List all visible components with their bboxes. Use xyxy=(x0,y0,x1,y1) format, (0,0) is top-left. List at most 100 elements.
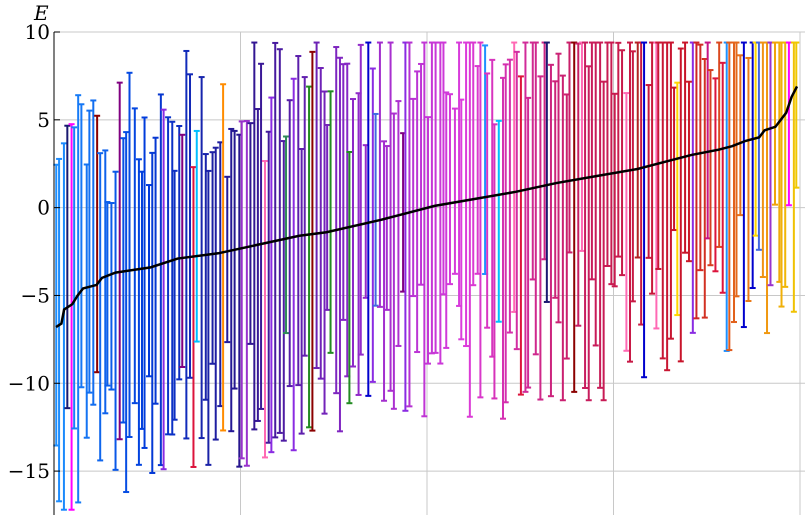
error-bar xyxy=(190,166,197,468)
error-bar xyxy=(582,41,589,390)
error-bar xyxy=(629,50,636,303)
error-bar xyxy=(525,96,532,389)
error-bar xyxy=(659,41,666,360)
error-bar xyxy=(205,169,212,466)
error-bar xyxy=(547,63,554,398)
error-bar xyxy=(451,107,458,275)
error-bar xyxy=(149,151,156,474)
error-bar xyxy=(522,41,529,393)
error-bar xyxy=(169,120,176,436)
center-line xyxy=(55,85,799,329)
error-bar xyxy=(506,58,513,334)
error-bar xyxy=(123,131,130,494)
error-bar xyxy=(491,123,498,400)
error-bar xyxy=(418,62,425,286)
error-bar xyxy=(623,92,630,352)
error-bar xyxy=(301,76,308,357)
error-bar xyxy=(108,202,115,391)
y-tick-label: 10 xyxy=(25,20,50,44)
error-bar xyxy=(764,41,771,335)
error-bar xyxy=(309,50,316,432)
error-bar xyxy=(56,157,63,503)
error-bar xyxy=(112,170,119,471)
error-bar xyxy=(231,129,238,390)
error-bar xyxy=(78,103,85,389)
error-bar xyxy=(176,124,183,381)
error-bar xyxy=(716,41,723,248)
error-bar xyxy=(552,80,559,299)
error-bar xyxy=(187,73,194,379)
error-bar xyxy=(443,91,450,349)
error-bar xyxy=(94,114,101,374)
error-bar xyxy=(697,43,704,272)
error-bar xyxy=(220,83,227,432)
error-bar xyxy=(619,49,626,277)
error-bar xyxy=(102,149,109,415)
error-bar xyxy=(365,41,372,397)
error-bar xyxy=(262,160,269,459)
error-bar xyxy=(324,123,331,311)
error-bar xyxy=(597,41,604,389)
error-bar xyxy=(641,41,648,379)
error-bar xyxy=(97,152,104,462)
error-bar xyxy=(286,99,293,388)
error-bar xyxy=(224,175,231,344)
error-bar xyxy=(71,126,78,430)
error-bar xyxy=(571,41,578,393)
error-bar xyxy=(60,142,67,511)
error-bar xyxy=(268,96,275,454)
error-bar xyxy=(428,41,435,355)
error-bar xyxy=(395,100,402,347)
error-bar xyxy=(793,41,800,189)
error-bar xyxy=(243,119,250,467)
error-bar xyxy=(502,63,509,404)
error-bar xyxy=(600,80,607,402)
error-bar xyxy=(578,41,585,252)
error-bar xyxy=(615,41,622,258)
y-tick-label: 0 xyxy=(37,196,50,220)
y-axis-label: E xyxy=(33,1,49,25)
error-bar xyxy=(298,147,305,435)
error-bar xyxy=(446,93,453,286)
error-bar xyxy=(559,74,566,402)
error-bar xyxy=(376,41,383,308)
error-bar xyxy=(251,41,258,431)
error-bar xyxy=(193,129,200,343)
error-bar xyxy=(634,41,641,259)
error-bar xyxy=(689,41,696,334)
error-bar xyxy=(313,41,320,370)
error-bar xyxy=(555,52,562,324)
error-bar xyxy=(90,99,97,406)
error-bar xyxy=(682,41,689,254)
error-bar xyxy=(421,41,428,418)
error-bar xyxy=(707,69,714,267)
error-bar xyxy=(406,41,413,408)
error-bar xyxy=(290,77,297,452)
error-bar xyxy=(228,127,235,433)
error-bar xyxy=(513,50,520,351)
error-bar xyxy=(135,158,142,466)
error-bar xyxy=(152,136,159,405)
y-tick-label: −10 xyxy=(8,371,50,395)
error-bar xyxy=(160,108,167,471)
error-bar xyxy=(755,41,762,251)
error-bar xyxy=(383,145,390,311)
error-bar xyxy=(782,41,789,288)
error-bar xyxy=(333,46,340,395)
error-bar xyxy=(390,112,397,410)
error-bar xyxy=(346,151,353,405)
error-bar xyxy=(306,85,313,429)
error-bar xyxy=(238,120,245,460)
error-bar xyxy=(495,119,502,323)
error-bar xyxy=(198,76,205,440)
error-bar xyxy=(685,80,692,263)
error-bar xyxy=(410,97,417,298)
error-bar xyxy=(664,41,671,372)
error-bar xyxy=(86,109,93,394)
error-bar xyxy=(575,42,582,327)
error-bar xyxy=(677,47,684,363)
error-bar xyxy=(349,98,356,368)
error-bar xyxy=(131,107,138,405)
error-bar xyxy=(759,41,766,279)
